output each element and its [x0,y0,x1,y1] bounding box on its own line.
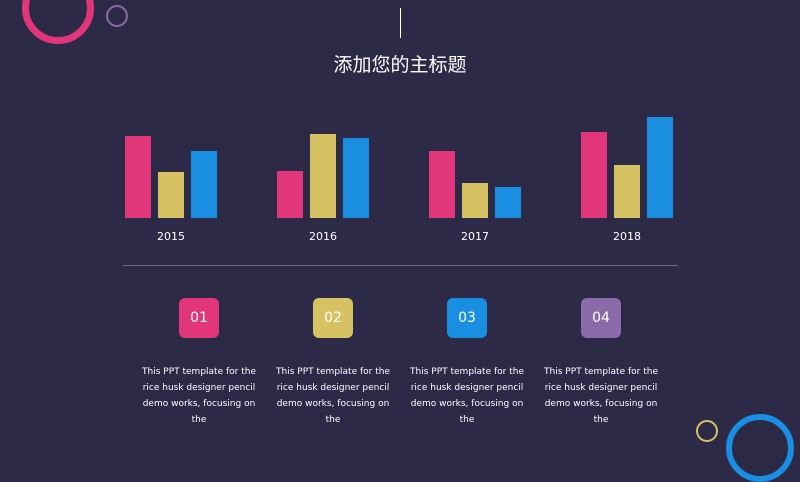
bar-2017-2 [462,183,488,218]
bar-chart: 2015 2016 2017 2018 [125,117,673,243]
card-description: This PPT template for the rice husk desi… [544,367,658,425]
x-tick-label: 2018 [613,230,641,243]
bar-2018-1 [581,132,607,218]
section-divider [123,265,678,266]
x-tick-label: 2017 [461,230,489,243]
card-description: This PPT template for the rice husk desi… [410,367,524,425]
bar-2017-3 [495,187,521,218]
card-description: This PPT template for the rice husk desi… [276,367,390,425]
bar-2016-1 [277,171,303,218]
bar-2016-3 [343,138,369,218]
card-number-badge: 03 [447,298,487,338]
bar-2018-3 [647,117,673,218]
bar-2015-3 [191,151,217,218]
card-number-badge: 02 [313,298,353,338]
decorative-ring-pink [22,0,94,44]
decorative-ring-blue [726,414,794,482]
card-number-badge: 01 [179,298,219,338]
decorative-ring-yellow [696,420,718,442]
decorative-ring-purple [106,5,128,27]
x-tick-label: 2016 [309,230,337,243]
title-divider [400,8,401,38]
page-title: 添加您的主标题 [333,54,467,76]
bar-2017-1 [429,151,455,218]
x-tick-label: 2015 [157,230,185,243]
bar-2016-2 [310,134,336,218]
bar-2015-1 [125,136,151,218]
bar-2015-2 [158,172,184,218]
card-number-badge: 04 [581,298,621,338]
card-description: This PPT template for the rice husk desi… [142,367,256,425]
bar-2018-2 [614,165,640,218]
